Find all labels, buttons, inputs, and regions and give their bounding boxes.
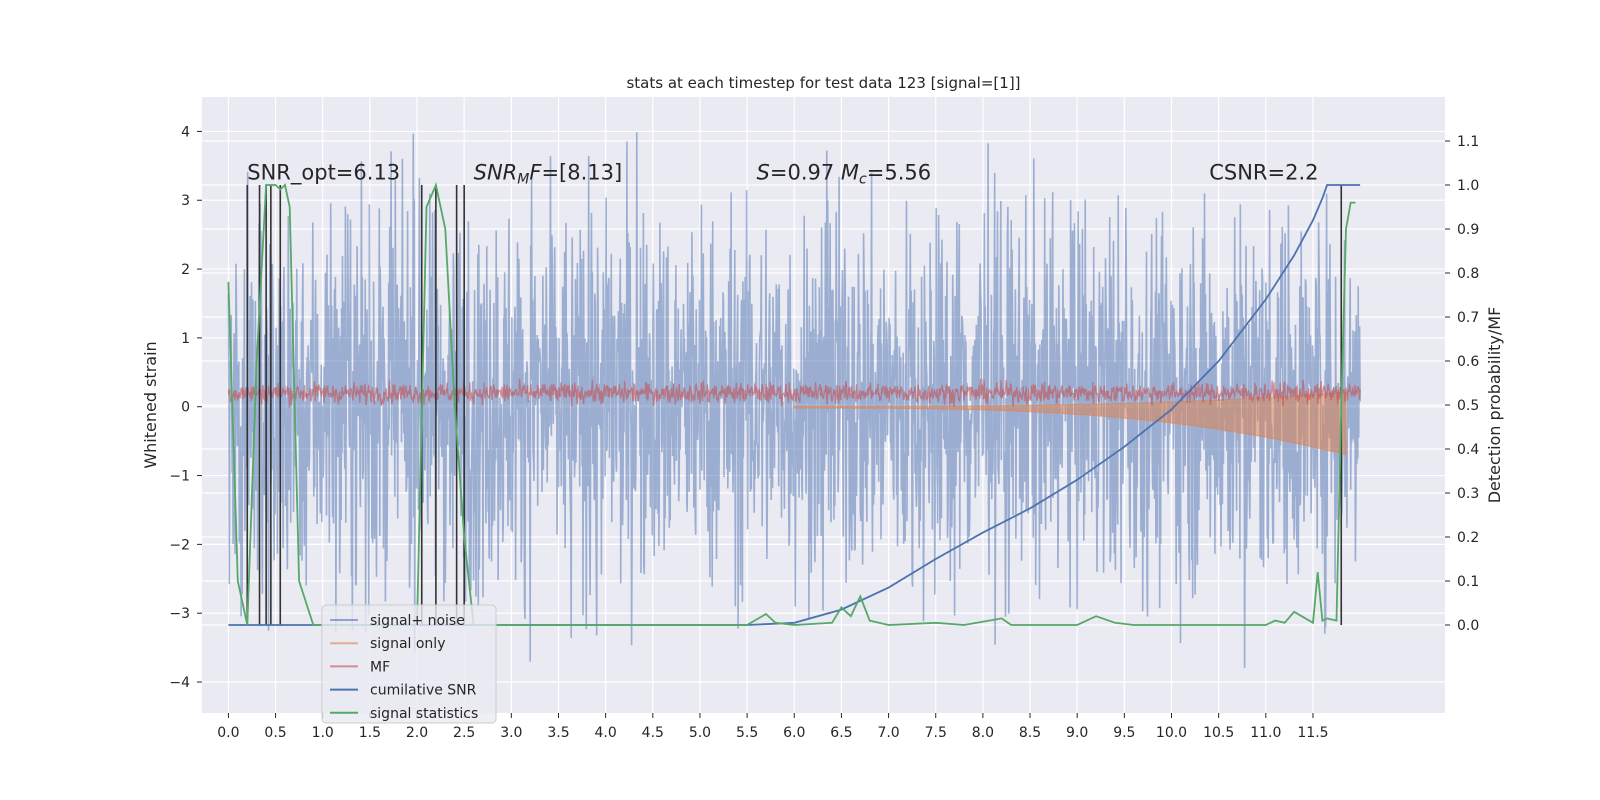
y2-tick-label: 0.6: [1457, 354, 1479, 370]
x-tick-label: 1.0: [312, 725, 334, 741]
annotation-part: =[8.13]: [541, 161, 622, 185]
y-tick-label: −2: [169, 537, 190, 553]
annotation-part: =0.97: [770, 161, 841, 185]
legend-label: MF: [370, 659, 390, 675]
x-tick-label: 7.5: [925, 725, 947, 741]
annotation-part: =5.56: [867, 161, 931, 185]
legend-label: signal only: [370, 636, 445, 652]
legend-box: [321, 604, 497, 724]
y2-tick-label: 0.4: [1457, 442, 1479, 458]
y-tick-label: 4: [181, 124, 190, 140]
y-tick-label: 3: [181, 193, 190, 209]
annotation-part: SNR_opt=6.13: [247, 161, 400, 186]
annotation-text: S=0.97 Mc=5.56: [757, 161, 932, 188]
y2-tick-label: 0.7: [1457, 310, 1479, 326]
x-tick-label: 8.0: [972, 725, 994, 741]
y2-tick-label: 0.9: [1457, 222, 1479, 238]
y2-tick-label: 0.1: [1457, 574, 1479, 590]
series-signal-noise: [227, 132, 1361, 668]
x-tick-label: 9.0: [1066, 725, 1088, 741]
y2-tick-label: 0.2: [1457, 530, 1479, 546]
series-mf: [227, 378, 1361, 408]
x-tick-label: 4.5: [642, 725, 664, 741]
annotation-part: F: [529, 161, 542, 185]
annotation-part: CSNR=2.2: [1209, 161, 1318, 185]
series-layer: [227, 132, 1361, 668]
x-tick-label: 1.5: [359, 725, 381, 741]
x-tick-label: 2.5: [453, 725, 475, 741]
x-tick-label: 2.0: [406, 725, 428, 741]
x-tick-label: 7.0: [877, 725, 899, 741]
series-signal-statistics: [227, 182, 1356, 626]
y-tick-label: 1: [181, 331, 190, 347]
y2-tick-label: 0.8: [1457, 266, 1479, 282]
x-tick-label: 11.0: [1250, 725, 1281, 741]
x-tick-label: 10.0: [1156, 725, 1187, 741]
x-tick-label: 11.5: [1297, 725, 1328, 741]
annotation-part: M: [841, 161, 859, 185]
x-tick-label: 9.5: [1113, 725, 1135, 741]
y-tick-label: 2: [181, 262, 190, 278]
x-tick-label: 6.0: [783, 725, 805, 741]
annotation-text: CSNR=2.2: [1209, 161, 1318, 185]
y-tick-label: −1: [169, 469, 190, 485]
x-tick-label: 8.5: [1019, 725, 1041, 741]
legend-label: cumilative SNR: [370, 683, 477, 699]
annotations: SNR_opt=6.13 SNRMF=[8.13] S=0.97 Mc=5.56 CS…: [247, 161, 1318, 188]
y-tick-label: −3: [169, 606, 190, 622]
legend-label: signal+ noise: [370, 613, 465, 629]
y2-tick-label: 1.1: [1457, 134, 1479, 150]
annotation-part: SNR: [474, 161, 518, 185]
x-tick-label: 6.5: [830, 725, 852, 741]
legend-label: signal statistics: [370, 706, 478, 722]
y2-tick-label: 1.0: [1457, 178, 1479, 194]
x-tick-label: 3.0: [500, 725, 522, 741]
x-tick-label: 5.5: [736, 725, 758, 741]
x-tick-label: 5.0: [689, 725, 711, 741]
chart-title: stats at each timestep for test data 123…: [626, 74, 1020, 92]
y2-tick-label: 0.0: [1457, 618, 1479, 634]
y2-axis-label: Detection probability/MF: [1485, 307, 1504, 504]
x-tick-label: 10.5: [1203, 725, 1234, 741]
x-tick-label: 3.5: [547, 725, 569, 741]
annotation-part: M: [517, 172, 529, 188]
x-tick-label: 0.0: [217, 725, 239, 741]
y2-tick-label: 0.5: [1457, 398, 1479, 414]
annotation-part: S: [757, 161, 770, 185]
y-axis-label: Whitened strain: [141, 341, 160, 468]
series-cumulative-snr: [228, 184, 1361, 626]
annotation-part: c: [859, 172, 867, 188]
y-tick-label: −4: [169, 675, 190, 691]
y-tick-label: 0: [181, 400, 190, 416]
axes-layer: 0.0 0.5 1.0 1.5 2.0 2.5 3.0 3.5 4.0 4.5 5.0 5.5 6.0 6…: [169, 124, 1479, 741]
series-signal-only: [793, 391, 1347, 456]
legend: signal+ noise signal only MF cumilative SNR…: [321, 604, 497, 724]
annotation-text: SNRMF=[8.13]: [474, 161, 623, 188]
y2-tick-label: 0.3: [1457, 486, 1479, 502]
annotation-text: SNR_opt=6.13: [247, 161, 400, 186]
x-tick-label: 0.5: [264, 725, 286, 741]
x-tick-label: 4.0: [595, 725, 617, 741]
